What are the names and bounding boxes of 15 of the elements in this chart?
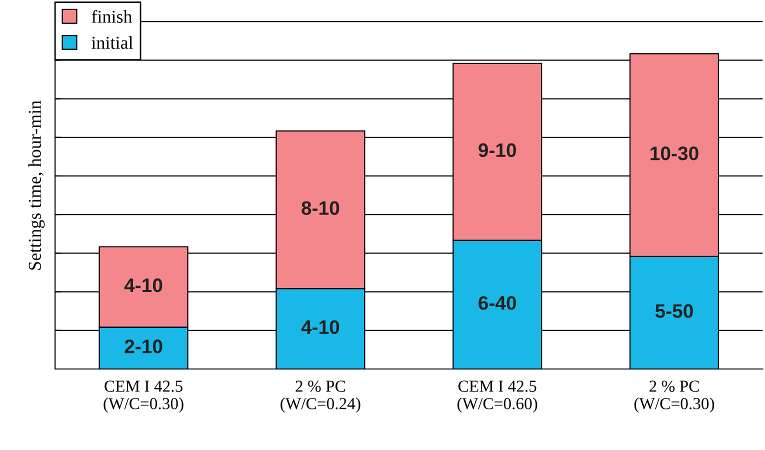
data-label: 9-10 [478, 143, 516, 158]
legend-label: initial [92, 36, 133, 49]
data-label: 4-10 [124, 278, 162, 292]
x-tick-label: CEM I 42.5 (W/C=0.30) [104, 380, 184, 413]
x-tick-label: CEM I 42.5 (W/C=0.60) [458, 380, 538, 413]
x-tick-label: 2 % PC (W/C=0.30) [634, 380, 714, 413]
y-axis-title: Settings time, hour-min [28, 100, 45, 270]
x-tick-label: 2 % PC (W/C=0.24) [280, 380, 360, 413]
data-label: 5-50 [655, 304, 693, 318]
data-label: 2-10 [124, 340, 162, 354]
data-label: 4-10 [301, 320, 340, 334]
legend-label: finish [92, 10, 132, 23]
data-label: 8-10 [302, 201, 340, 215]
data-label: 6-40 [478, 296, 516, 310]
data-label: 10-30 [650, 146, 698, 160]
